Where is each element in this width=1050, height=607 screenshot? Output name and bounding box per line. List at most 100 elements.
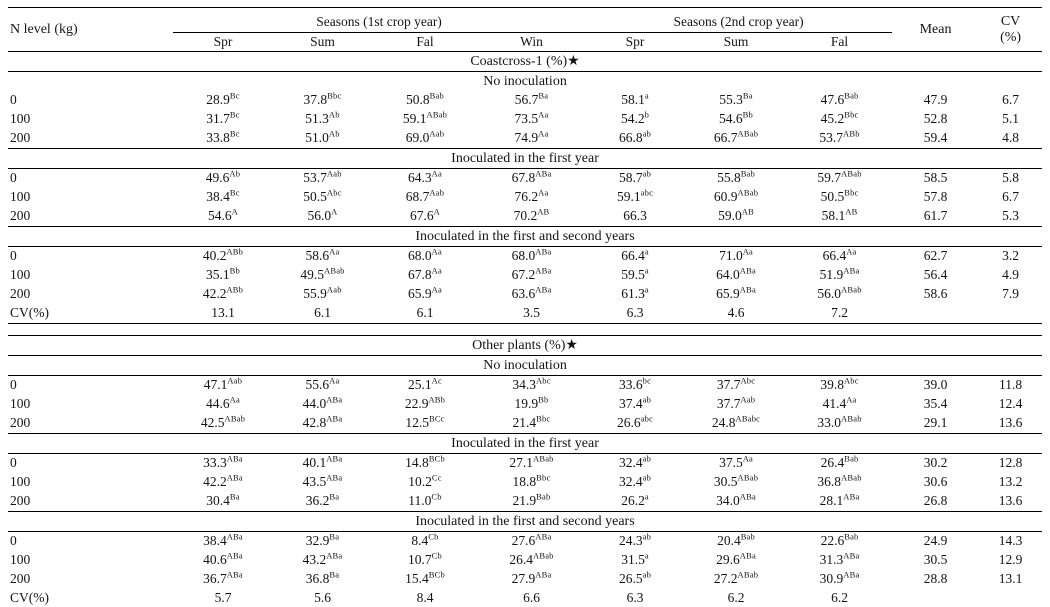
significance-superscript: Aa xyxy=(742,246,753,257)
data-cell: 10.2Cc xyxy=(408,472,442,490)
data-cell: 58.1AB xyxy=(821,206,858,224)
data-cell: 28.9Bc xyxy=(206,90,240,108)
significance-superscript: Aa xyxy=(329,246,340,257)
mean-cell: 59.4 xyxy=(923,130,948,146)
data-cell: 39.8Abc xyxy=(820,375,859,393)
data-cell: 13.1 xyxy=(173,304,273,324)
data-cell: 65.9Aa xyxy=(408,284,442,302)
significance-superscript: ABa xyxy=(535,265,552,276)
data-cell: 41.4Aa xyxy=(822,394,857,412)
n-level-label: 100 xyxy=(10,111,31,127)
significance-superscript: a xyxy=(644,284,649,295)
cv-cell xyxy=(979,589,1043,607)
n-level-label: 200 xyxy=(10,130,31,146)
data-cell: 66.8ab xyxy=(619,128,652,146)
significance-superscript: Bc xyxy=(229,109,240,120)
data-cell: 36.8Ba xyxy=(305,569,340,587)
n-level-label: 0 xyxy=(10,170,17,186)
data-cell: 50.5Abc xyxy=(303,187,342,205)
significance-superscript: Ba xyxy=(329,531,340,542)
season-col-sum1: Sum xyxy=(273,32,372,52)
data-cell: 18.8Bbc xyxy=(512,472,551,490)
significance-superscript: a xyxy=(644,550,649,561)
n-level-label: 0 xyxy=(10,248,17,264)
data-cell: 20.4Bab xyxy=(717,531,755,549)
data-cell: 27.2ABab xyxy=(713,569,759,587)
cv-cell: 6.7 xyxy=(1002,92,1019,108)
significance-superscript: ABa xyxy=(226,550,243,561)
data-cell: 58.1a xyxy=(621,90,649,108)
significance-superscript: BCb xyxy=(428,569,445,580)
significance-superscript: ABa xyxy=(326,413,343,424)
significance-superscript: ab xyxy=(642,569,652,580)
significance-superscript: Aa xyxy=(846,394,857,405)
cv-header-line1: CV xyxy=(1000,14,1021,30)
data-cell: 36.2Ba xyxy=(305,491,340,509)
data-cell: 40.2ABb xyxy=(202,246,244,264)
table-row: 100 42.2ABa 43.5ABa 10.2Cc 18.8Bbc 32.4ab 30.5… xyxy=(8,473,1042,492)
table-row: 0 38.4ABa 32.9Ba 8.4Cb 27.6ABa 24.3ab 20.4Bab 2… xyxy=(8,532,1042,552)
n-level-label: 200 xyxy=(10,571,31,587)
data-cell: 65.9ABa xyxy=(716,284,756,302)
data-cell: 14.8BCb xyxy=(405,453,445,471)
subsection-title-row: Inoculated in the first and second years xyxy=(8,226,1043,247)
significance-superscript: Cb xyxy=(431,550,442,561)
data-cell: 50.5Bbc xyxy=(820,187,859,205)
data-cell: 53.7Aab xyxy=(303,168,342,186)
subsection-title-row: No inoculation xyxy=(8,72,1042,92)
significance-superscript: ABa xyxy=(739,284,756,295)
cv-cell: 13.1 xyxy=(998,571,1023,587)
significance-superscript: ABa xyxy=(326,472,343,483)
significance-superscript: ABa xyxy=(843,569,860,580)
significance-superscript: a xyxy=(644,265,649,276)
data-cell: 42.5ABab xyxy=(200,413,246,431)
section-title: Other plants (%)★ xyxy=(8,335,1043,356)
significance-superscript: ABab xyxy=(533,453,554,464)
season-col-sum2: Sum xyxy=(685,32,788,52)
data-cell: 37.4ab xyxy=(619,394,652,412)
data-cell: 66.4Aa xyxy=(822,246,857,264)
cv-cell: 13.2 xyxy=(998,474,1023,490)
cv-cell: 6.7 xyxy=(1002,189,1019,205)
cv-cell: 3.2 xyxy=(1002,248,1019,264)
data-cell: 22.9ABb xyxy=(404,394,446,412)
data-cell: 30.9ABa xyxy=(819,569,860,587)
data-cell: 74.9Aa xyxy=(514,128,549,146)
data-cell: 6.2 xyxy=(787,589,893,607)
data-cell: 66.4a xyxy=(621,246,649,264)
data-cell: 29.6ABa xyxy=(716,550,756,568)
cv-cell: 13.6 xyxy=(998,415,1023,431)
significance-superscript: Aab xyxy=(429,187,445,198)
data-cell: 26.5ab xyxy=(619,569,652,587)
data-cell: 67.8ABa xyxy=(511,168,552,186)
significance-superscript: bc xyxy=(642,375,652,386)
cv-summary-row: CV(%) 13.1 6.1 6.1 3.5 6.3 4.6 7.2 xyxy=(8,304,1043,324)
mean-cell xyxy=(892,304,980,324)
significance-superscript: Bc xyxy=(229,187,240,198)
data-cell: 26.4ABab xyxy=(509,550,554,568)
n-level-label: 0 xyxy=(10,92,17,108)
section-title-row: Other plants (%)★ xyxy=(8,335,1043,356)
data-cell: 33.6bc xyxy=(619,375,652,393)
data-cell: 59.1ABab xyxy=(402,109,448,127)
data-cell: 53.7ABb xyxy=(819,128,860,146)
mean-cell: 39.0 xyxy=(923,377,948,393)
data-cell: 66.7ABab xyxy=(713,128,759,146)
significance-superscript: Aa xyxy=(538,187,549,198)
data-cell: 56.0A xyxy=(307,206,338,224)
subsection-title: Inoculated in the first and second years xyxy=(8,226,1043,247)
significance-superscript: ab xyxy=(642,453,652,464)
mean-cell: 62.7 xyxy=(923,248,948,264)
data-cell: 58.6Aa xyxy=(305,246,340,264)
data-cell: 5.7 xyxy=(173,589,273,607)
significance-superscript: ABb xyxy=(226,284,244,295)
cv-cell: 4.9 xyxy=(1002,267,1019,283)
data-cell: 54.6Bb xyxy=(719,109,753,127)
significance-superscript: ABa xyxy=(535,284,552,295)
subsection-title: Inoculated in the first year xyxy=(8,148,1043,169)
data-cell: 38.4Bc xyxy=(206,187,240,205)
significance-superscript: Aa xyxy=(538,109,549,120)
n-level-label: 0 xyxy=(10,377,17,393)
table-row: 200 30.4Ba 36.2Ba 11.0Cb 21.9Bab 26.2a 34.0ABa… xyxy=(8,492,1042,512)
data-cell: 12.5BCc xyxy=(405,413,445,431)
